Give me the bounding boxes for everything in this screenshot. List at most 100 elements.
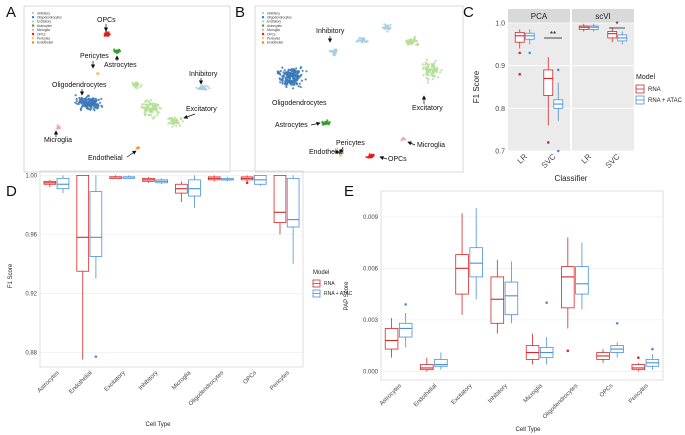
panel-label-c: C: [463, 4, 474, 21]
panel-d-xtick-label: OPCs: [243, 370, 259, 386]
cluster-b-inhibitory: [363, 38, 366, 41]
panel-label-d: D: [6, 183, 17, 200]
umap-legend-label: Oligodendrocytes: [267, 16, 292, 20]
cluster-b-oligodendrocytes: [282, 71, 285, 74]
cluster-a-inhibitory: [197, 87, 200, 90]
cluster-b-excitatory: [436, 68, 439, 71]
arrow-a-endothelial: [126, 150, 137, 158]
panel-d-ytick-label: 0.96: [25, 232, 37, 238]
panel-d-rna-atac-box: [286, 177, 300, 228]
cluster-a-oligodendrocytes: [95, 99, 98, 102]
cluster-b-oligodendrocytes: [279, 69, 282, 73]
legend-label: RNA + ATAC: [648, 98, 683, 104]
cluster-b-oligodendrocytes: [285, 85, 288, 89]
cluster-b-inhibitory: [387, 24, 390, 27]
cluster-a-inhibitory: [195, 86, 198, 89]
cluster-b-excitatory: [432, 66, 435, 69]
panel-c-rna-box: [607, 31, 618, 39]
cluster-b-excitatory: [416, 42, 419, 45]
cluster-a-oligodendrocytes: [96, 103, 99, 106]
cluster-b-excitatory: [422, 74, 425, 77]
cluster-a-inhibitory: [204, 87, 207, 91]
umap-legend-swatch: [31, 41, 35, 44]
cluster-b-oligodendrocytes: [289, 82, 292, 85]
cluster-b-inhibitory: [365, 40, 368, 44]
cluster-a-opcs: [106, 34, 109, 38]
arrow-a-excitatory: [183, 113, 196, 119]
cluster-b-excitatory: [436, 66, 439, 69]
cluster-b-oligodendrocytes: [286, 83, 289, 86]
label-a-astrocytes: Astrocytes: [104, 62, 137, 69]
cluster-b-oligodendrocytes: [283, 69, 286, 72]
cluster-a-oligodendrocytes: [89, 108, 92, 111]
umap-legend-label: Endothelial: [37, 41, 53, 45]
cluster-a-excitatory: [139, 85, 142, 88]
cluster-b-astrocytes: [322, 121, 325, 125]
panel-e-xtick-label: Astrocytes: [379, 383, 403, 407]
cluster-a-excitatory: [154, 104, 157, 108]
cluster-a-endothelial: [137, 146, 140, 149]
legend-d: Model RNA RNA + ATAC: [312, 270, 353, 298]
cluster-a-excitatory: [154, 107, 158, 110]
cluster-b-excitatory: [425, 73, 428, 76]
cluster-a-excitatory: [170, 119, 173, 122]
panel-e-ylabel: PAP Score: [344, 281, 350, 310]
cluster-a-inhibitory: [200, 88, 203, 91]
cluster-a-excitatory: [176, 121, 179, 124]
panel-e-rna-atac-outlier: [651, 347, 654, 351]
cluster-a-opcs: [103, 34, 106, 37]
umap-legend-label: OPCs: [267, 32, 276, 36]
cluster-a-excitatory: [171, 122, 174, 125]
umap-legend-swatch: [261, 41, 265, 44]
cluster-a-oligodendrocytes: [85, 100, 88, 103]
cluster-b-oligodendrocytes: [299, 67, 302, 70]
cluster-a-excitatory: [153, 102, 156, 106]
cluster-b-oligodendrocytes: [300, 73, 303, 76]
umap-legend-label: Astrocytes: [37, 24, 52, 28]
cluster-a-inhibitory: [206, 85, 209, 88]
cluster-a-oligodendrocytes: [90, 102, 93, 105]
cluster-a-oligodendrocytes: [97, 98, 100, 101]
panel-e-rna-box: [420, 364, 434, 371]
umap-legend-label: Oligodendrocytes: [37, 16, 62, 20]
arrow-b-pericytes: [339, 146, 344, 154]
label-b-astrocytes: Astrocytes: [275, 122, 308, 129]
cluster-a-oligodendrocytes: [94, 104, 97, 107]
panel-d-rna-outlier: [245, 181, 249, 185]
panel-e-rna-atac-outlier: [404, 303, 407, 306]
cluster-b-oligodendrocytes: [301, 69, 304, 72]
cluster-a-excitatory: [156, 114, 159, 117]
cluster-b-excitatory: [426, 81, 429, 84]
panel-c-xtick-label: LR: [580, 152, 594, 166]
arrow-b-astrocytes: [310, 121, 321, 126]
cluster-b-excitatory: [408, 40, 412, 43]
cluster-b-oligodendrocytes: [299, 86, 302, 89]
cluster-a-excitatory: [174, 121, 177, 124]
cluster-a-oligodendrocytes: [85, 95, 89, 98]
cluster-a-excitatory: [140, 83, 143, 86]
cluster-b-oligodendrocytes: [284, 80, 287, 83]
panel-e-rna-atac-box: [434, 358, 448, 367]
cluster-b-oligodendrocytes: [290, 72, 294, 75]
cluster-b-oligodendrocytes: [284, 72, 287, 75]
sig-pca: **: [550, 30, 556, 39]
cluster-b-oligodendrocytes: [297, 71, 300, 74]
cluster-a-excitatory: [172, 119, 175, 123]
panel-c-rna-atac-outlier: [528, 51, 532, 55]
cluster-a-oligodendrocytes: [78, 98, 82, 101]
panel-d-xtick-label: Pericytes: [269, 370, 291, 392]
cluster-a-excitatory: [148, 110, 151, 113]
label-b-microglia: Microglia: [417, 142, 445, 149]
panel-a-umap: InhibitoryOligodendrocytesExcitatoryAstr…: [23, 5, 231, 173]
cluster-a-excitatory: [136, 83, 140, 86]
cluster-a-oligodendrocytes: [80, 96, 83, 99]
panel-label-b: B: [235, 4, 245, 21]
cluster-a-excitatory: [141, 106, 144, 109]
cluster-b-oligodendrocytes: [295, 82, 299, 85]
cluster-a-inhibitory: [198, 86, 201, 89]
panel-e-xtick-label: Oligodendrocytes: [542, 383, 579, 420]
cluster-a-oligodendrocytes: [82, 102, 86, 105]
cluster-b-excitatory: [425, 58, 429, 62]
umap-legend-swatch: [261, 20, 265, 23]
cluster-b-oligodendrocytes: [298, 82, 301, 85]
